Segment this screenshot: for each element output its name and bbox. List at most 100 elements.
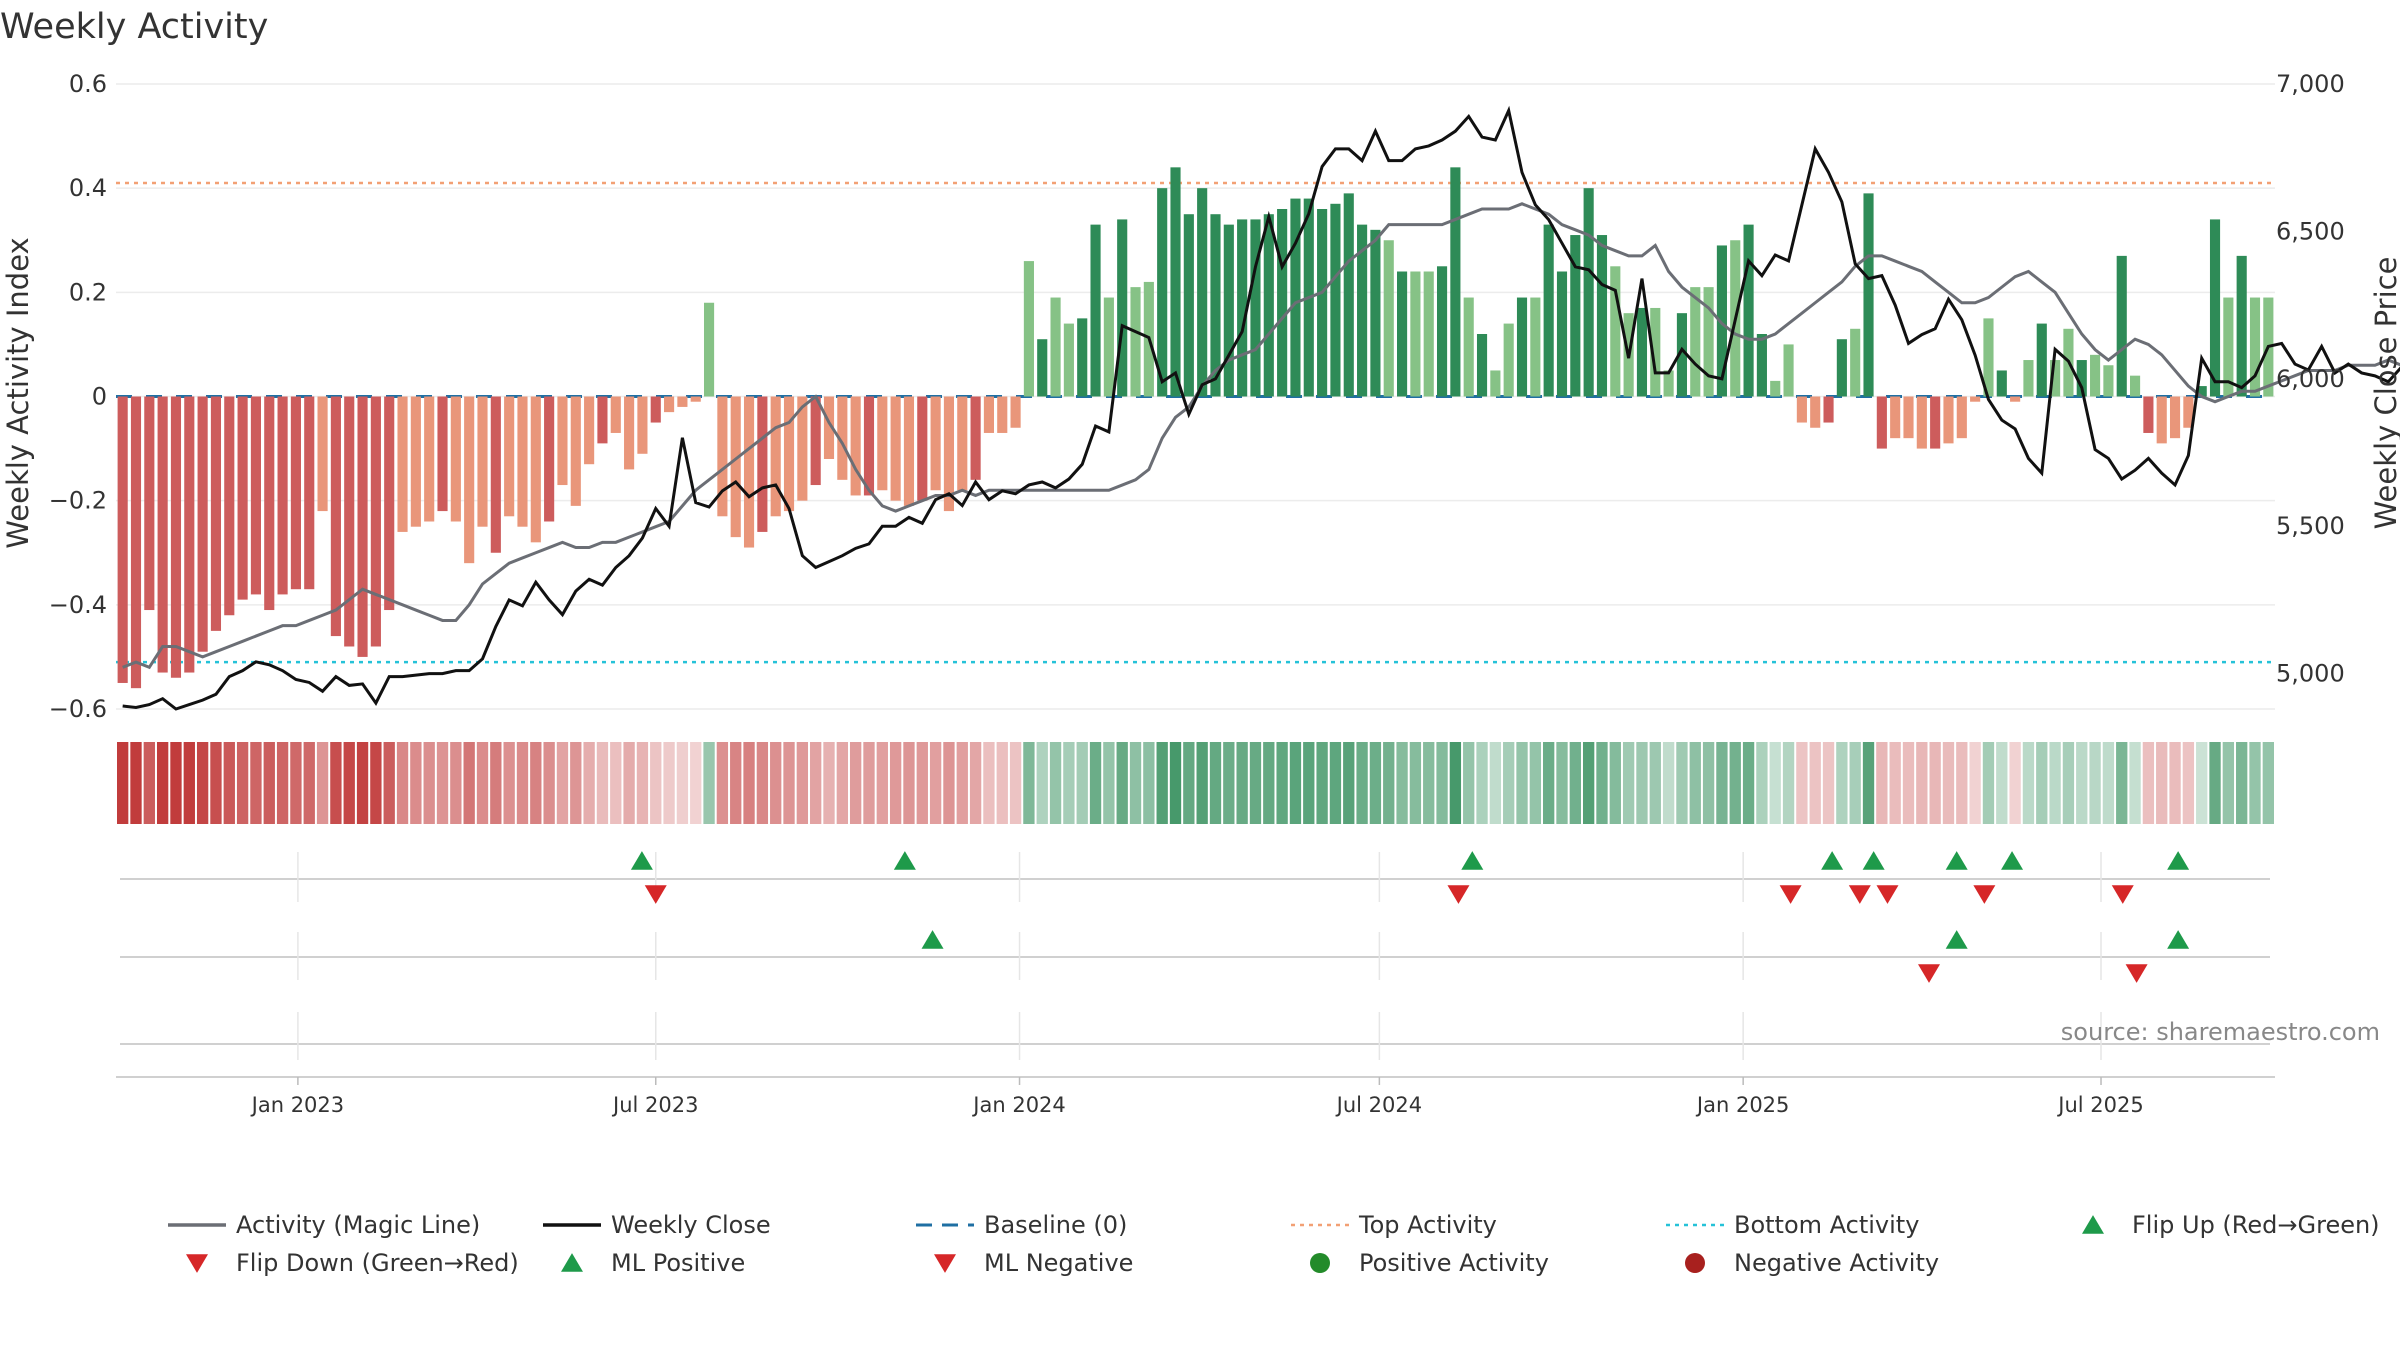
activity-bar — [357, 396, 368, 657]
y2-tick-label: 6,000 — [2276, 365, 2345, 393]
heat-cell — [849, 742, 862, 824]
heat-cell — [330, 742, 342, 824]
heat-cell — [1769, 742, 1781, 824]
legend-label: ML Positive — [611, 1249, 745, 1277]
chart-title: Weekly Activity — [0, 7, 268, 47]
activity-bar — [517, 396, 528, 527]
activity-bar — [1117, 219, 1128, 397]
heat-cell — [1316, 742, 1328, 824]
heat-cell — [250, 742, 262, 824]
activity-bar — [330, 396, 341, 637]
heat-cell — [623, 742, 635, 824]
activity-bar — [437, 396, 448, 512]
heat-cell — [543, 742, 555, 824]
legend-item: Flip Up (Red→Green) — [2082, 1211, 2380, 1239]
heat-cell — [1756, 742, 1768, 824]
activity-bar — [264, 396, 275, 611]
heat-cell — [1156, 742, 1168, 824]
heat-cell — [1449, 742, 1462, 824]
activity-bar — [1397, 271, 1408, 397]
flip-up-marker — [2001, 851, 2024, 870]
heat-cell — [1409, 742, 1422, 824]
heat-cell — [383, 742, 395, 824]
activity-bar — [1197, 188, 1208, 397]
heat-cell — [170, 742, 182, 824]
legend-item: ML Negative — [934, 1249, 1133, 1277]
heat-cell — [1836, 742, 1848, 824]
activity-bar — [2090, 354, 2101, 397]
activity-bar — [1676, 313, 1688, 397]
heat-cell — [530, 742, 542, 824]
y2-tick-label: 5,000 — [2276, 660, 2345, 688]
activity-bar — [890, 396, 901, 501]
heat-cell — [1263, 742, 1275, 824]
activity-bar — [1250, 219, 1261, 397]
flip-down-marker — [1848, 885, 1871, 904]
activity-bar — [863, 396, 875, 496]
heat-cell — [1143, 742, 1155, 824]
activity-bar — [2236, 255, 2247, 397]
heat-cell — [1036, 742, 1048, 824]
heat-cell — [490, 742, 502, 824]
activity-bar — [370, 396, 381, 647]
activity-bar — [2169, 396, 2181, 439]
activity-bar — [2116, 255, 2127, 397]
y2-tick-label: 5,500 — [2276, 512, 2345, 540]
heat-cell — [889, 742, 902, 824]
legend: Activity (Magic Line) Weekly Close Baselin… — [168, 1211, 2380, 1277]
heat-cell — [2236, 742, 2248, 824]
heat-cell — [196, 742, 209, 824]
y-tick-label: 0.2 — [69, 278, 107, 306]
heat-cell — [703, 742, 715, 824]
activity-bar — [1890, 396, 1901, 439]
heat-cell — [756, 742, 769, 824]
heat-cell — [1009, 742, 1022, 824]
activity-bar — [903, 396, 915, 506]
flip-up-marker — [893, 851, 916, 870]
heat-cell — [956, 742, 968, 824]
activity-bar — [1690, 287, 1701, 397]
activity-bar — [1157, 188, 1168, 397]
activity-bar — [597, 396, 608, 444]
heat-cell — [1303, 742, 1315, 824]
flip-down-marker — [1876, 885, 1899, 904]
activity-bar — [1130, 287, 1141, 397]
heat-cell — [969, 742, 982, 824]
heat-cell — [303, 742, 315, 824]
x-tick-label: Jul 2024 — [1335, 1093, 1422, 1117]
signal-markers — [630, 851, 2190, 983]
heat-cell — [1383, 742, 1395, 824]
weekly-close-series — [122, 105, 2400, 711]
activity-bar — [477, 396, 488, 527]
activity-bar — [2183, 396, 2194, 428]
activity-bar — [943, 396, 955, 512]
activity-bar — [464, 396, 475, 564]
heat-cell — [1929, 742, 1941, 824]
activity-bar — [2036, 323, 2047, 397]
legend-swatch — [2082, 1215, 2104, 1234]
source-label: source: sharemaestro.com — [2061, 1018, 2380, 1046]
heat-cell — [1782, 742, 1795, 824]
legend-item: Activity (Magic Line) — [168, 1211, 480, 1239]
activity-bar — [1916, 396, 1927, 449]
activity-bar — [2010, 396, 2021, 402]
heat-cell — [423, 742, 435, 824]
flip-up-marker — [630, 851, 653, 870]
heat-cell — [636, 742, 649, 824]
activity-bar — [277, 396, 288, 595]
activity-bar — [1770, 380, 1781, 397]
heat-cell — [1463, 742, 1475, 824]
activity-bar — [1583, 188, 1594, 397]
activity-bar — [570, 396, 581, 506]
legend-item: Bottom Activity — [1666, 1211, 1919, 1239]
activity-bar — [1650, 307, 1661, 397]
heat-cell — [356, 742, 369, 824]
heat-cell — [1809, 742, 1821, 824]
activity-bar — [1010, 396, 1021, 428]
heat-cell — [929, 742, 942, 824]
activity-bar — [983, 396, 994, 433]
heat-cell — [156, 742, 169, 824]
activity-bar — [197, 396, 208, 652]
heat-cell — [2089, 742, 2101, 824]
flip-up-marker — [2167, 851, 2190, 870]
